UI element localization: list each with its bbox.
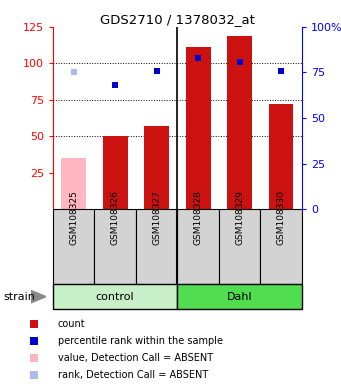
- Bar: [260, 209, 302, 284]
- Text: GSM108327: GSM108327: [152, 190, 161, 245]
- Bar: [219, 209, 260, 284]
- Text: rank, Detection Call = ABSENT: rank, Detection Call = ABSENT: [58, 370, 208, 380]
- Bar: [61, 158, 86, 209]
- Text: GSM108330: GSM108330: [277, 190, 285, 245]
- Text: GSM108325: GSM108325: [69, 190, 78, 245]
- Bar: [53, 284, 177, 309]
- Text: Dahl: Dahl: [227, 291, 252, 302]
- Bar: [53, 209, 94, 284]
- Bar: [186, 47, 210, 209]
- Bar: [136, 209, 177, 284]
- Text: GSM108326: GSM108326: [110, 190, 120, 245]
- Text: percentile rank within the sample: percentile rank within the sample: [58, 336, 223, 346]
- Bar: [177, 284, 302, 309]
- Bar: [227, 36, 252, 209]
- Bar: [269, 104, 294, 209]
- Bar: [103, 136, 128, 209]
- Polygon shape: [31, 290, 46, 303]
- Text: count: count: [58, 319, 86, 329]
- Bar: [94, 209, 136, 284]
- Text: value, Detection Call = ABSENT: value, Detection Call = ABSENT: [58, 353, 213, 363]
- Text: GSM108328: GSM108328: [194, 190, 203, 245]
- Bar: [144, 126, 169, 209]
- Bar: [177, 209, 219, 284]
- Text: GSM108329: GSM108329: [235, 190, 244, 245]
- Text: control: control: [96, 291, 134, 302]
- Title: GDS2710 / 1378032_at: GDS2710 / 1378032_at: [100, 13, 255, 26]
- Text: strain: strain: [3, 291, 35, 302]
